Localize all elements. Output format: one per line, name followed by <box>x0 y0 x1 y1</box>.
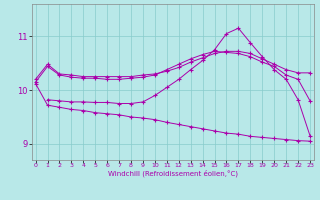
X-axis label: Windchill (Refroidissement éolien,°C): Windchill (Refroidissement éolien,°C) <box>108 170 238 177</box>
